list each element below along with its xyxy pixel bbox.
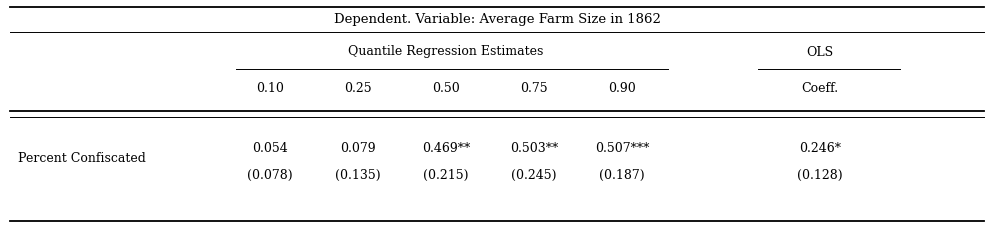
Text: 0.503**: 0.503**	[510, 141, 558, 154]
Text: Quantile Regression Estimates: Quantile Regression Estimates	[348, 45, 544, 58]
Text: 0.90: 0.90	[608, 81, 636, 94]
Text: (0.135): (0.135)	[335, 168, 381, 181]
Text: (0.245): (0.245)	[511, 168, 557, 181]
Text: 0.054: 0.054	[252, 141, 288, 154]
Text: Percent Confiscated: Percent Confiscated	[18, 151, 146, 164]
Text: 0.079: 0.079	[340, 141, 376, 154]
Text: (0.128): (0.128)	[797, 168, 843, 181]
Text: 0.10: 0.10	[256, 81, 284, 94]
Text: 0.50: 0.50	[432, 81, 460, 94]
Text: 0.75: 0.75	[520, 81, 548, 94]
Text: 0.469**: 0.469**	[421, 141, 470, 154]
Text: (0.215): (0.215)	[423, 168, 469, 181]
Text: (0.078): (0.078)	[248, 168, 293, 181]
Text: (0.187): (0.187)	[599, 168, 645, 181]
Text: 0.507***: 0.507***	[594, 141, 649, 154]
Text: OLS: OLS	[806, 45, 834, 58]
Text: 0.246*: 0.246*	[799, 141, 841, 154]
Text: Dependent. Variable: Average Farm Size in 1862: Dependent. Variable: Average Farm Size i…	[334, 14, 660, 26]
Text: Coeff.: Coeff.	[801, 81, 839, 94]
Text: 0.25: 0.25	[344, 81, 372, 94]
